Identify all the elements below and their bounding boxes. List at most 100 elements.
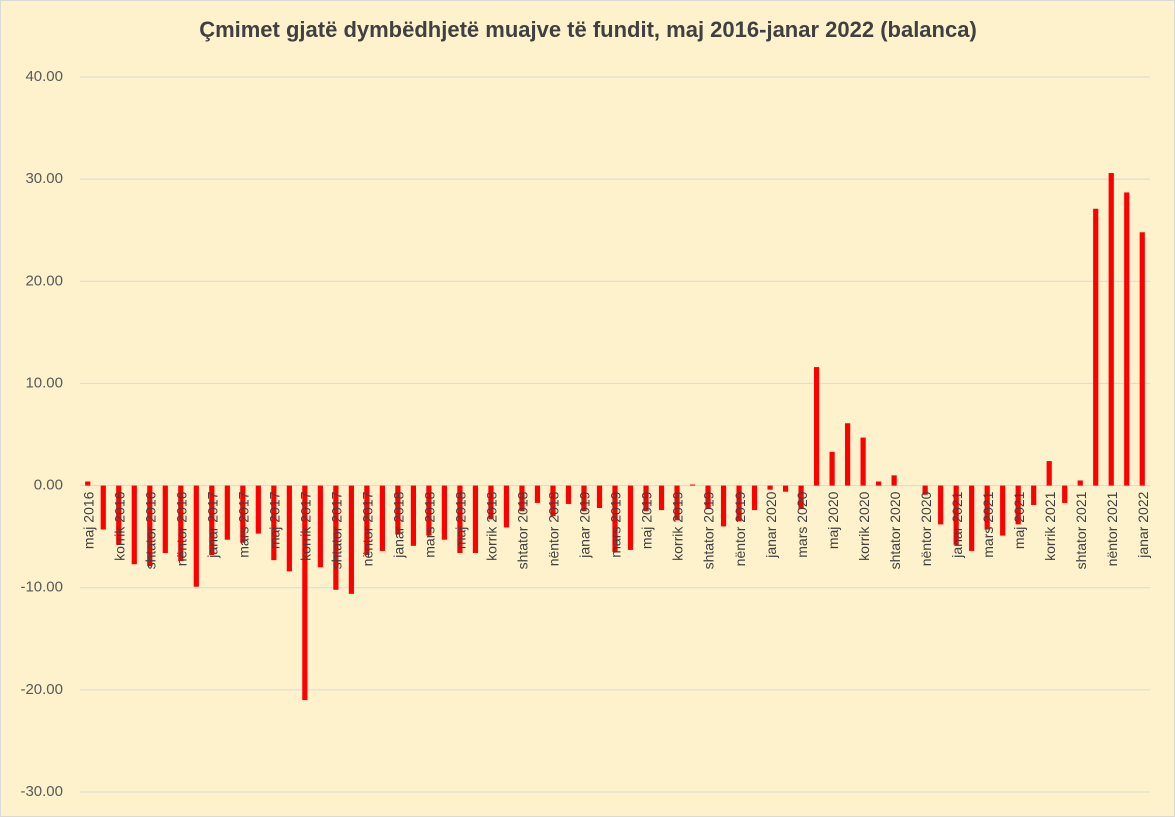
bar (658, 485, 665, 511)
x-tick-label: shtator 2021 (1073, 491, 1089, 569)
y-tick-label: 20.00 (25, 272, 63, 289)
bar (395, 485, 401, 535)
bar (1124, 192, 1130, 486)
x-tick-label: shtator 2017 (329, 491, 345, 569)
x-tick-label: maj 2019 (639, 491, 655, 549)
bar (969, 485, 975, 551)
bar (1046, 461, 1052, 486)
bar (1093, 208, 1099, 486)
y-tick-label: 40.00 (25, 68, 63, 85)
bar (193, 485, 199, 587)
y-tick-label: -30.00 (20, 783, 63, 800)
bar (302, 485, 308, 701)
bar (612, 485, 618, 552)
x-tick-label: mars 2018 (422, 491, 438, 557)
bar (627, 485, 634, 550)
bar (1000, 485, 1006, 536)
bar (798, 485, 804, 510)
bar (813, 367, 820, 486)
bar (751, 485, 758, 511)
x-tick-label: maj 2018 (453, 491, 469, 549)
bar (209, 485, 215, 556)
bar (333, 485, 339, 590)
x-tick-label: shtator 2018 (515, 491, 531, 569)
x-tick-label: janar 2021 (949, 491, 965, 558)
x-tick-label: maj 2020 (825, 491, 841, 549)
bar (162, 485, 168, 553)
bar (550, 485, 556, 517)
bar (410, 485, 417, 546)
bar (876, 481, 882, 486)
x-tick-label: janar 2019 (577, 491, 593, 558)
bar (1015, 485, 1021, 525)
x-tick-label: korrik 2016 (111, 491, 127, 560)
bar (426, 485, 432, 536)
x-tick-label: korrik 2021 (1042, 491, 1058, 560)
x-tick-label: maj 2017 (267, 491, 283, 549)
x-tick-label: nëntor 2019 (732, 491, 748, 566)
bar (534, 485, 541, 503)
bar (348, 485, 354, 594)
x-tick-label: mars 2021 (980, 491, 996, 557)
x-tick-label: shtator 2019 (701, 491, 717, 569)
x-tick-label: janar 2020 (763, 491, 779, 558)
y-tick-label: 30.00 (25, 170, 63, 187)
bar (596, 485, 603, 509)
bar (255, 485, 261, 534)
bar (116, 485, 122, 545)
bar (178, 485, 184, 562)
x-tick-label: janar 2018 (391, 491, 407, 558)
bar (131, 485, 137, 565)
bar (240, 485, 246, 543)
bar (674, 485, 680, 521)
bar (782, 485, 789, 492)
bar (767, 485, 773, 490)
x-tick-label: maj 2016 (80, 491, 96, 549)
x-tick-label: mars 2020 (794, 491, 810, 557)
bar (364, 485, 370, 556)
bar (1108, 173, 1114, 486)
bar (286, 485, 292, 572)
bar (519, 485, 525, 512)
chart-title: Çmimet gjatë dymbëdhjetë muajve të fundi… (199, 17, 977, 42)
bar (488, 485, 494, 520)
x-tick-label: korrik 2018 (484, 491, 500, 560)
x-tick-label: nëntor 2016 (174, 491, 190, 566)
bar (736, 485, 742, 522)
bar (922, 485, 928, 495)
bar (147, 485, 153, 567)
x-tick-label: shtator 2016 (142, 491, 158, 569)
bar (441, 485, 448, 540)
x-tick-label: maj 2021 (1011, 491, 1027, 549)
y-tick-label: -20.00 (20, 681, 63, 698)
bar (100, 485, 106, 530)
bar (224, 485, 230, 540)
y-tick-label: 10.00 (25, 374, 63, 391)
bar (938, 485, 944, 525)
x-tick-label: nëntor 2020 (918, 491, 934, 566)
x-tick-label: mars 2017 (236, 491, 252, 557)
bar (565, 485, 572, 504)
bar (845, 423, 851, 486)
bar (271, 485, 277, 561)
bar (85, 481, 91, 486)
bar (1062, 485, 1068, 503)
bar (643, 485, 649, 512)
bar (457, 485, 463, 553)
bar (953, 485, 959, 545)
bar (472, 485, 479, 553)
x-tick-label: nëntor 2017 (360, 491, 376, 566)
bar (1031, 485, 1037, 505)
x-tick-label: korrik 2019 (670, 491, 686, 560)
bar (689, 484, 696, 486)
x-tick-label: shtator 2020 (887, 491, 903, 569)
y-tick-label: 0.00 (34, 477, 63, 494)
x-tick-label: mars 2019 (608, 491, 624, 557)
x-tick-label: korrik 2017 (298, 491, 314, 560)
bar (503, 485, 510, 528)
bar (1139, 232, 1145, 486)
bar (705, 485, 711, 510)
x-tick-label: korrik 2020 (856, 491, 872, 560)
